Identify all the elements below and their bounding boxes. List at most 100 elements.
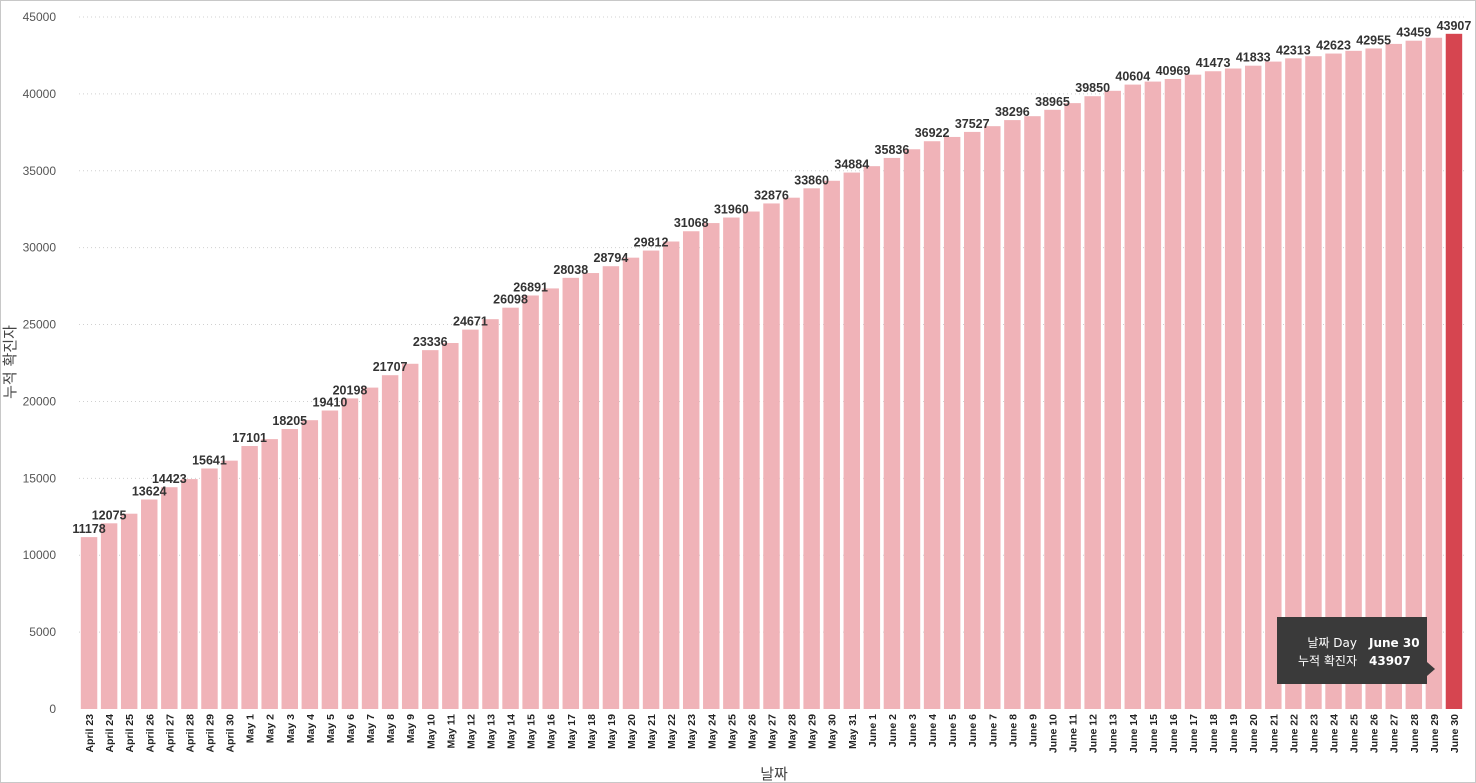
bar[interactable] [341, 398, 359, 709]
data-label: 31068 [674, 216, 709, 230]
bar[interactable] [1224, 68, 1242, 709]
bar[interactable] [181, 479, 198, 709]
data-label: 42955 [1356, 33, 1391, 47]
bar[interactable] [1425, 37, 1443, 709]
bar[interactable] [1204, 71, 1222, 709]
bar[interactable] [1084, 96, 1101, 709]
bar[interactable] [1305, 56, 1322, 710]
bar[interactable] [1064, 103, 1081, 710]
bar[interactable] [984, 126, 1001, 709]
bar[interactable] [1365, 48, 1382, 709]
bar[interactable] [361, 387, 379, 709]
bar[interactable] [1164, 78, 1182, 710]
bar[interactable] [1245, 65, 1262, 710]
tooltip-cases-value: 43907 [1369, 654, 1411, 668]
data-label: 14423 [152, 472, 187, 486]
y-tick-label: 0 [49, 702, 56, 716]
bar[interactable] [522, 295, 539, 709]
bar[interactable] [622, 257, 640, 709]
bar[interactable] [201, 468, 218, 709]
bar[interactable] [1325, 53, 1342, 709]
bar[interactable] [381, 375, 399, 709]
x-axis-title: 날짜 [760, 765, 788, 783]
bar[interactable] [1265, 61, 1282, 709]
x-tick-label: June 22 [1288, 714, 1300, 753]
bar[interactable] [662, 241, 680, 709]
bar[interactable] [783, 197, 800, 709]
data-label: 40969 [1156, 64, 1191, 78]
bar[interactable] [1405, 40, 1423, 710]
bar[interactable] [321, 410, 339, 709]
bar[interactable] [1184, 74, 1202, 709]
bar[interactable] [723, 217, 740, 709]
bar[interactable] [1024, 116, 1041, 710]
data-label: 12075 [92, 508, 127, 522]
x-tick-label: May 19 [606, 714, 618, 749]
bar[interactable] [1445, 33, 1463, 709]
bar[interactable] [602, 266, 620, 709]
bar[interactable] [161, 487, 178, 709]
bar[interactable] [763, 203, 780, 709]
x-tick-label: May 6 [345, 714, 357, 743]
bar[interactable] [100, 523, 118, 709]
bar[interactable] [582, 273, 600, 709]
x-tick-label: June 25 [1349, 714, 1361, 753]
bar[interactable] [301, 420, 319, 709]
bar[interactable] [401, 363, 419, 709]
bar[interactable] [1004, 120, 1021, 709]
bar[interactable] [943, 136, 961, 710]
bar[interactable] [482, 319, 499, 709]
x-tick-label: May 7 [365, 714, 377, 743]
x-tick-label: June 27 [1389, 714, 1401, 753]
bar[interactable] [803, 188, 820, 709]
x-tick-label: June 6 [967, 714, 979, 747]
bar[interactable] [963, 131, 981, 709]
bar[interactable] [1385, 43, 1402, 709]
bar[interactable] [221, 460, 238, 709]
bar[interactable] [1285, 58, 1302, 710]
bar[interactable] [883, 157, 901, 710]
data-label: 15641 [192, 453, 227, 467]
x-tick-label: April 24 [104, 714, 116, 753]
x-axis-ticks: April 23 April 24 April 25 April 26 April 27… [84, 714, 1461, 753]
bar[interactable] [1124, 84, 1142, 709]
bar[interactable] [542, 288, 559, 709]
data-label: 11178 [72, 522, 105, 536]
bar[interactable] [1104, 90, 1121, 709]
bar[interactable] [422, 350, 439, 709]
bar[interactable] [502, 307, 519, 709]
bar[interactable] [903, 149, 921, 709]
bar[interactable] [1345, 50, 1362, 709]
x-tick-label: June 18 [1208, 714, 1220, 753]
bar[interactable] [823, 180, 840, 710]
data-label: 23336 [413, 335, 448, 349]
bar[interactable] [462, 329, 479, 709]
bar[interactable] [442, 343, 459, 709]
data-label: 41473 [1196, 56, 1231, 70]
x-tick-label: June 5 [947, 714, 959, 747]
bar[interactable] [562, 277, 580, 709]
bar[interactable] [261, 439, 278, 709]
bar[interactable] [80, 537, 98, 709]
x-tick-label: June 20 [1248, 714, 1260, 753]
bar[interactable] [642, 250, 660, 710]
bar[interactable] [120, 513, 138, 709]
bar[interactable] [743, 211, 760, 710]
bar[interactable] [1044, 109, 1061, 710]
bar[interactable] [141, 499, 158, 709]
bar[interactable] [241, 446, 258, 709]
bar[interactable] [682, 231, 700, 709]
y-tick-label: 10000 [23, 548, 57, 562]
x-tick-label: June 15 [1148, 714, 1160, 753]
bar[interactable] [843, 172, 861, 710]
bar[interactable] [1144, 81, 1162, 709]
bar[interactable] [703, 223, 720, 709]
x-tick-label: April 27 [164, 714, 176, 753]
bar[interactable] [863, 166, 881, 710]
x-tick-label: May 11 [445, 714, 457, 749]
data-label: 26098 [493, 293, 528, 307]
data-label: 26891 [513, 280, 548, 294]
bar[interactable] [281, 429, 298, 709]
bar[interactable] [923, 141, 941, 710]
x-tick-label: May 4 [305, 714, 317, 743]
